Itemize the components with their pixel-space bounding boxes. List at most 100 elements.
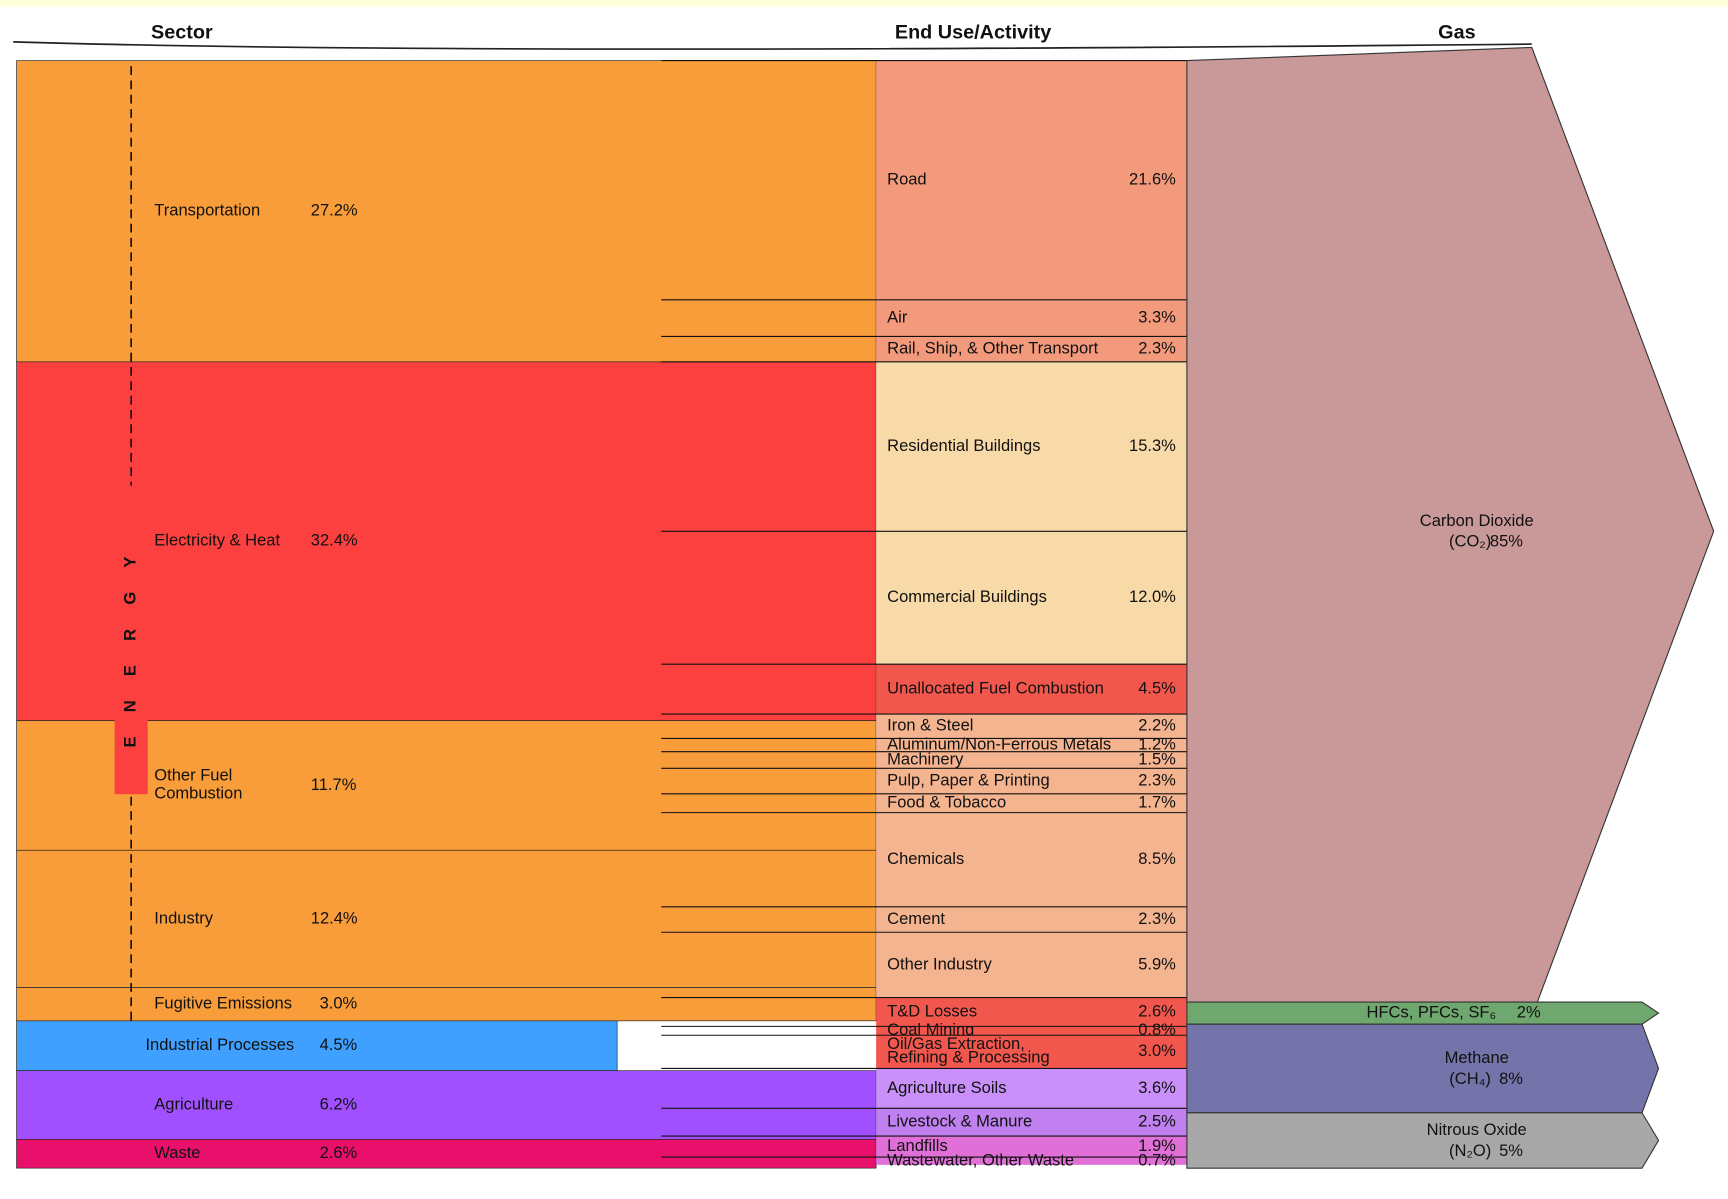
gas-label: Carbon Dioxide [1420,511,1534,530]
sector-label: Waste [154,1143,200,1162]
end-use-band [876,60,1187,300]
end-use-value: 1.2% [1138,734,1176,753]
end-use-band [876,793,1187,813]
end-use-label: Commercial Buildings [887,587,1047,606]
end-use-band [876,997,1187,1027]
column-title: Sector [151,21,213,43]
end-use-value: 2.5% [1138,1112,1176,1131]
gas-label: Methane [1445,1048,1509,1067]
end-use-label: Other Industry [887,954,992,973]
end-use-value: 12.0% [1129,587,1176,606]
end-use-value: 2.6% [1138,1001,1176,1020]
gas-value: 5% [1499,1141,1523,1160]
end-use-value: 2.3% [1138,770,1176,789]
sector-band [16,1020,618,1072]
energy-label-bg [114,485,148,795]
end-use-band [876,738,1187,752]
sector-label: Transportation [154,201,260,220]
end-use-label: Iron & Steel [887,716,973,735]
end-use-band [876,299,1187,337]
sector-label: Industrial Processes [145,1035,294,1054]
gas-formula: (N₂O) [1449,1141,1491,1160]
end-use-band [876,336,1187,362]
column-title: Gas [1438,21,1475,43]
end-use-value: 8.5% [1138,849,1176,868]
end-use-label: Unallocated Fuel Combustion [887,678,1104,697]
sector-label: Industry [154,908,213,927]
sector-label-line: Combustion [154,784,242,803]
top-outline [13,41,1532,50]
end-use-label-line: Refining & Processing [887,1048,1050,1067]
sector-value: 32.4% [311,531,358,550]
gas-formula: (CO₂) [1449,532,1491,551]
end-use-value: 1.9% [1138,1136,1176,1155]
end-use-value: 2.3% [1138,338,1176,357]
end-use-value: 2.2% [1138,716,1176,735]
sankey-body: Transportation 27.2% Electricity & Heat 32.… [16,46,1715,1169]
end-use-label: T&D Losses [887,1001,977,1020]
end-use-value: 1.7% [1138,793,1176,812]
sector-band [16,987,877,1022]
end-use-band [876,932,1187,998]
end-use-label: Residential Buildings [887,436,1040,455]
sector-band [16,361,877,722]
end-use-value: 2.3% [1138,909,1176,928]
gas-flow [1186,1112,1660,1169]
end-use-value: 0.8% [1138,1020,1176,1039]
gas-value: 85% [1490,532,1523,551]
end-use-band [876,751,1187,769]
end-use-band [876,664,1187,715]
end-use-label: Oil/Gas Extraction, Refining & Processing [887,1035,1050,1067]
end-use-band [876,531,1187,665]
column-title: End Use/Activity [895,21,1051,43]
end-use-label: Coal Mining [887,1020,974,1039]
end-use-band [876,1157,1187,1165]
end-use-value: 4.5% [1138,678,1176,697]
end-use-label: Landfills [887,1136,948,1155]
end-use-band [876,714,1187,739]
sector-label-line: Other Fuel [154,766,232,785]
end-use-label: Livestock & Manure [887,1112,1032,1131]
end-use-label: Chemicals [887,849,964,868]
end-use-label: Pulp, Paper & Printing [887,770,1050,789]
end-use-label: Food & Tobacco [887,793,1006,812]
sector-value: 11.7% [311,775,357,794]
end-use-value: 21.6% [1129,170,1176,189]
end-use-value: 15.3% [1129,436,1176,455]
end-use-label: Rail, Ship, & Other Transport [887,338,1099,357]
end-use-label: Aluminum/Non-Ferrous Metals [887,734,1111,753]
sector-value: 2.6% [320,1143,358,1162]
end-use-band [876,906,1187,933]
end-use-band [876,768,1187,794]
end-use-value: 3.0% [1138,1041,1176,1060]
sector-label: Fugitive Emissions [154,994,292,1013]
end-use-label: Machinery [887,749,964,768]
gas-value: 8% [1499,1069,1523,1088]
end-use-value: 1.5% [1138,749,1176,768]
gas-flow [1186,46,1715,1003]
end-use-value: 0.7% [1138,1150,1176,1169]
sector-value: 4.5% [320,1035,358,1054]
gas-flow [1186,1023,1660,1114]
end-use-band [876,1026,1187,1036]
sector-band [16,60,877,363]
gas-flow [1186,1001,1660,1025]
end-use-label: Agriculture Soils [887,1078,1006,1097]
end-use-band [876,361,1187,532]
sector-value: 27.2% [311,201,358,220]
sector-band [16,1139,877,1169]
sector-band [16,849,877,988]
sector-label: Electricity & Heat [154,531,280,550]
gas-label: HFCs, PFCs, SF₆ [1367,1002,1497,1021]
end-use-label: Road [887,170,926,189]
end-use-value: 3.6% [1138,1078,1176,1097]
end-use-band [876,1108,1187,1137]
end-use-band [876,1068,1187,1109]
sector-band [16,720,877,851]
end-use-label: Cement [887,909,945,928]
gas-value: 2% [1517,1002,1541,1021]
energy-label: ENERGY [121,532,140,747]
sector-label: Other Fuel Combustion [154,766,242,803]
sector-value: 12.4% [311,908,358,927]
